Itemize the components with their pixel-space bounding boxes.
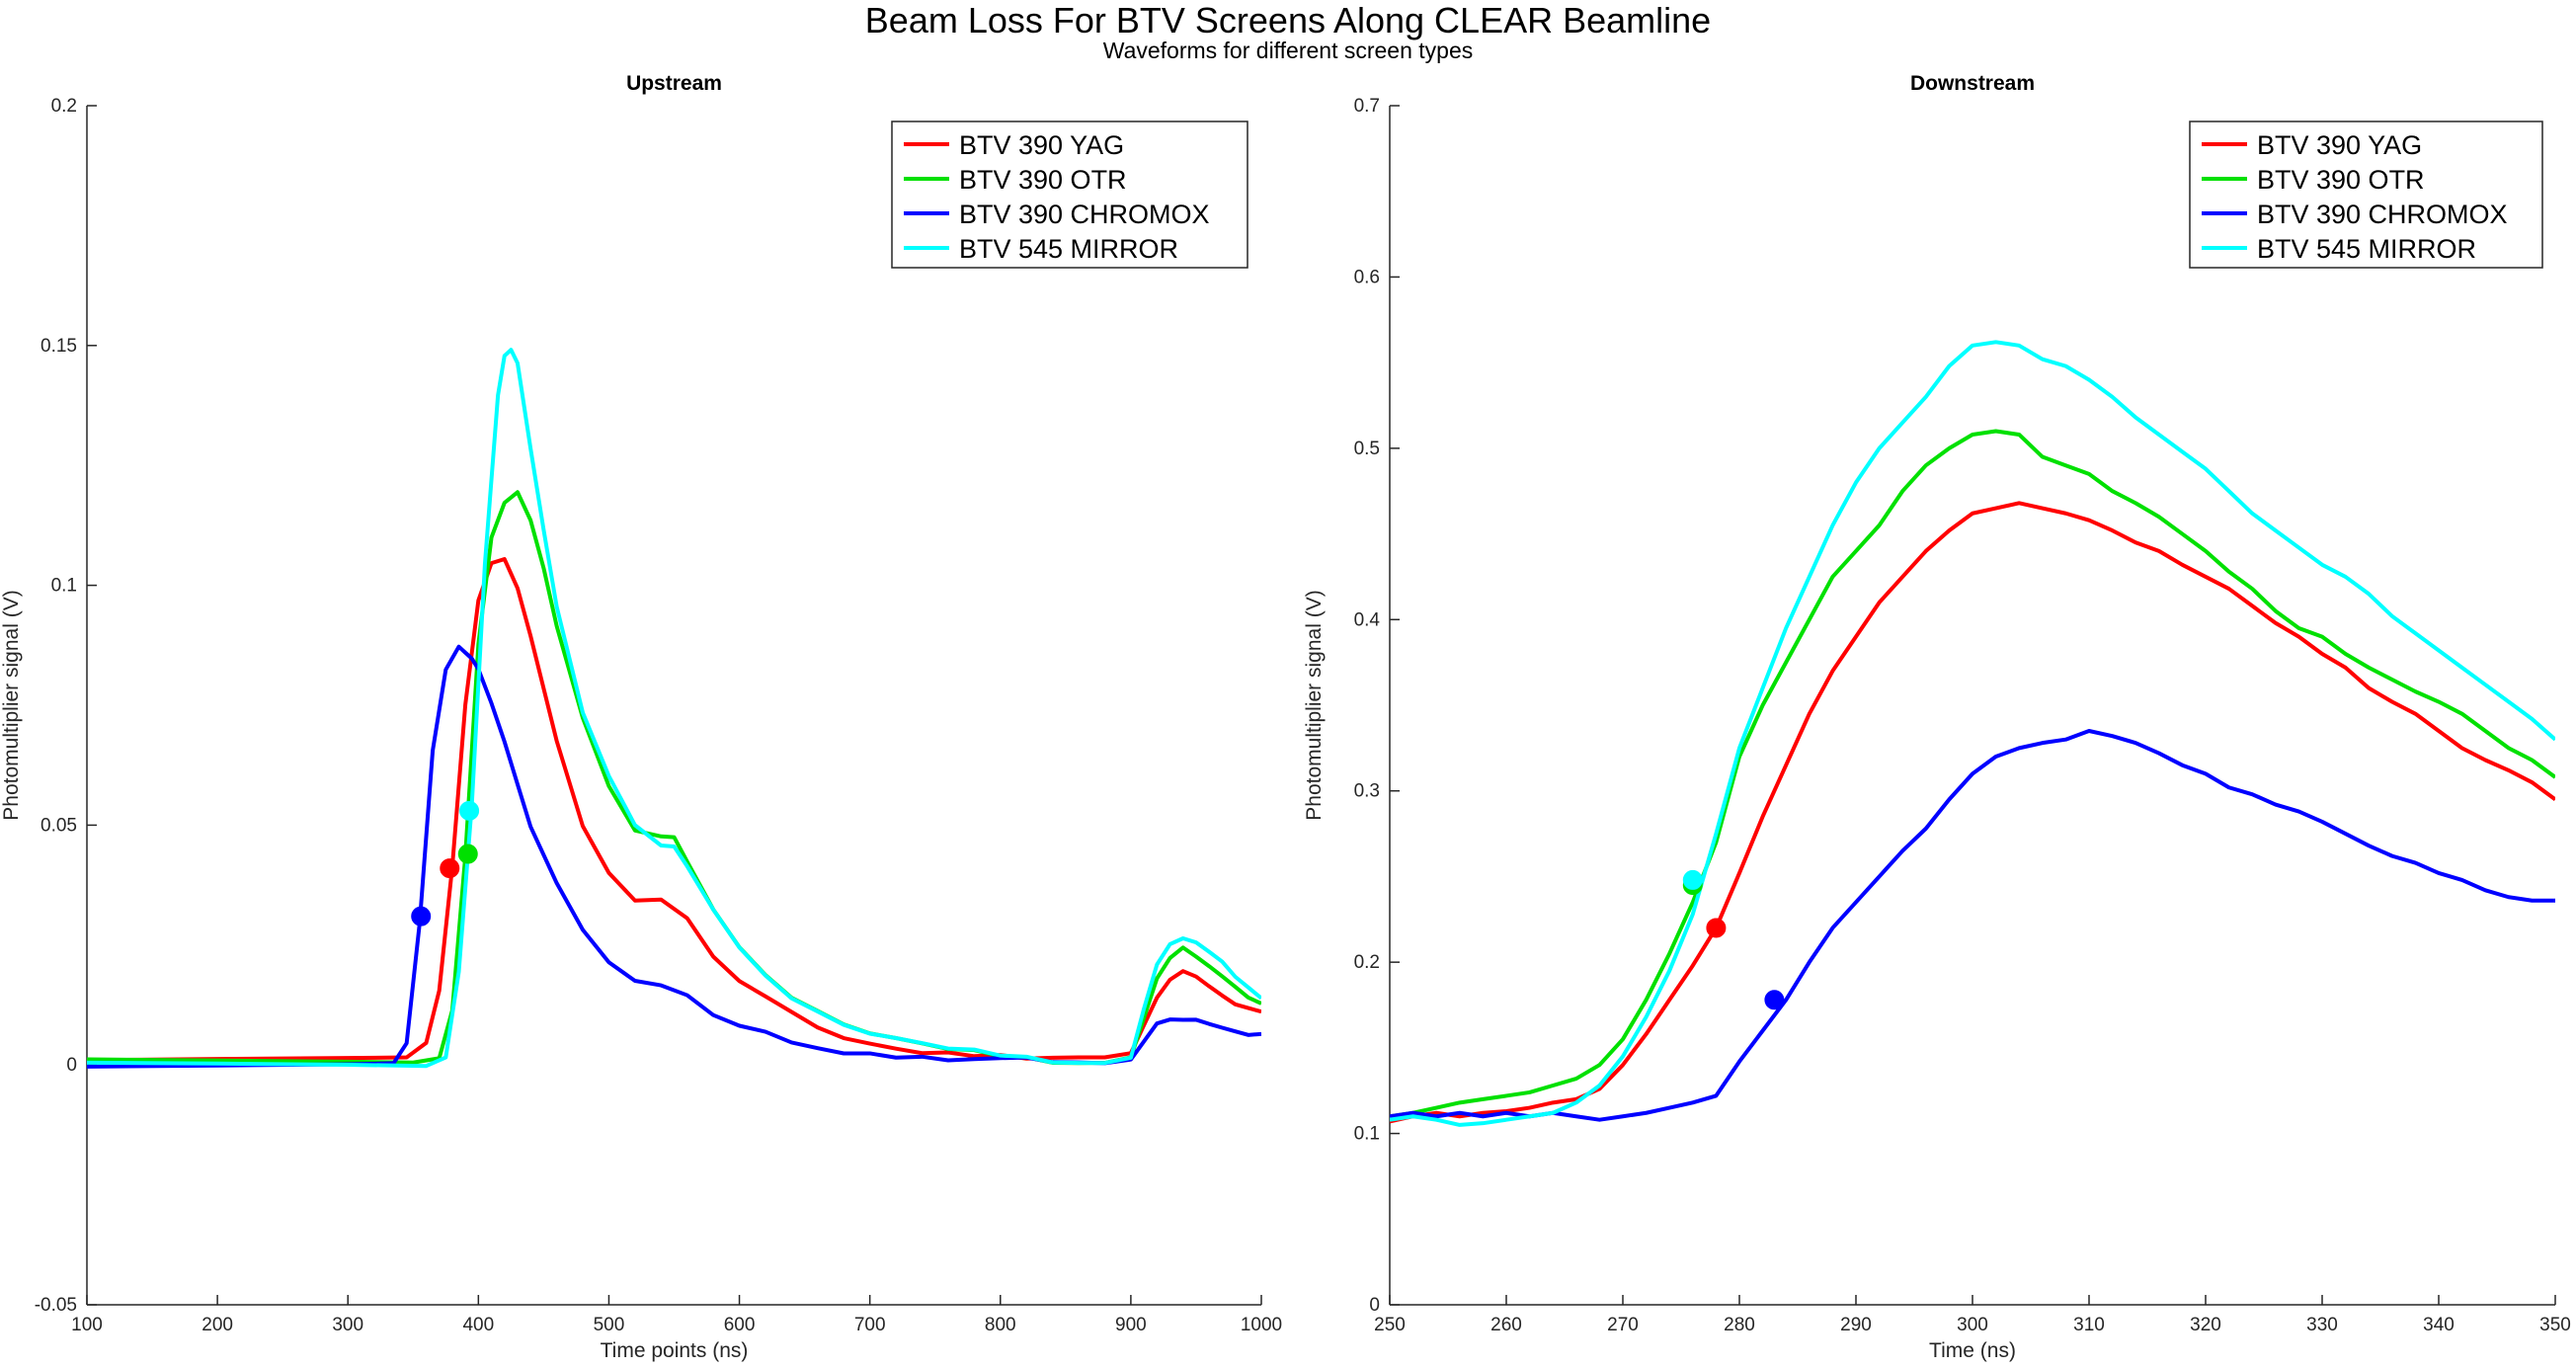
figure-subtitle: Waveforms for different screen types xyxy=(1102,38,1474,63)
legend-label: BTV 545 MIRROR xyxy=(959,234,1178,264)
x-tick-label: 200 xyxy=(201,1315,233,1335)
y-tick-label: 0 xyxy=(1369,1295,1380,1316)
legend-label: BTV 390 YAG xyxy=(2257,130,2422,160)
series-line-btv-545-mirror xyxy=(1390,340,2555,1127)
y-axis-label: Photomultiplier signal (V) xyxy=(0,590,23,820)
y-tick-label: 0.2 xyxy=(1354,952,1380,973)
x-tick-label: 600 xyxy=(724,1315,756,1335)
x-axis-label: Time (ns) xyxy=(1929,1339,2016,1362)
y-tick-label: 0.15 xyxy=(40,336,77,357)
x-tick-label: 1000 xyxy=(1241,1315,1282,1335)
x-tick-label: 900 xyxy=(1115,1315,1147,1335)
series-marker-btv-390-chromox xyxy=(1764,990,1785,1010)
y-tick-label: 0.4 xyxy=(1354,609,1381,630)
y-tick-label: 0.3 xyxy=(1354,781,1380,802)
x-tick-label: 310 xyxy=(2073,1315,2105,1335)
series-marker-btv-390-yag xyxy=(1706,918,1727,938)
series-line-btv-390-yag xyxy=(1390,501,2555,1124)
y-tick-label: -0.05 xyxy=(35,1295,77,1316)
legend-label: BTV 390 YAG xyxy=(959,130,1124,160)
series-marker-btv-545-mirror xyxy=(1682,869,1703,890)
legend-label: BTV 390 CHROMOX xyxy=(2257,200,2508,229)
x-tick-label: 300 xyxy=(1957,1315,1988,1335)
y-tick-label: 0 xyxy=(66,1055,77,1076)
legend-label: BTV 390 OTR xyxy=(2257,165,2425,195)
x-tick-label: 400 xyxy=(462,1315,494,1335)
legend: BTV 390 YAG BTV 390 OTR BTV 390 CHROMOX BTV… xyxy=(2189,121,2543,269)
legend: BTV 390 YAG BTV 390 OTR BTV 390 CHROMOX BTV… xyxy=(891,121,1248,269)
legend-box xyxy=(891,121,1248,269)
series-marker-btv-390-chromox xyxy=(411,906,432,926)
series-line-btv-390-otr xyxy=(1390,429,2555,1119)
figure-title: Beam Loss For BTV Screens Along CLEAR Be… xyxy=(864,0,1712,40)
series-line-btv-545-mirror xyxy=(87,348,1261,1069)
legend-label: BTV 390 CHROMOX xyxy=(959,200,1210,229)
y-tick-label: 0.5 xyxy=(1354,439,1380,459)
legend-box xyxy=(2189,121,2543,269)
x-axis-label: Time points (ns) xyxy=(601,1339,749,1362)
y-tick-label: 0.1 xyxy=(51,576,77,597)
x-tick-label: 250 xyxy=(1374,1315,1406,1335)
y-axis-label: Photomultiplier signal (V) xyxy=(1303,590,1326,820)
x-tick-label: 330 xyxy=(2306,1315,2338,1335)
x-tick-label: 260 xyxy=(1490,1315,1522,1335)
x-tick-label: 100 xyxy=(71,1315,103,1335)
series-line-btv-390-chromox xyxy=(87,644,1261,1069)
x-tick-label: 320 xyxy=(2190,1315,2221,1335)
y-tick-label: 0.2 xyxy=(51,96,77,117)
series-line-btv-390-chromox xyxy=(1390,729,2555,1122)
legend-label: BTV 545 MIRROR xyxy=(2257,234,2476,264)
legend-label: BTV 390 OTR xyxy=(959,165,1127,195)
series-line-btv-390-yag xyxy=(87,557,1261,1063)
subplot-title: Upstream xyxy=(626,72,722,95)
x-tick-label: 800 xyxy=(985,1315,1016,1335)
subplot-title: Downstream xyxy=(1910,72,2035,95)
y-tick-label: 0.6 xyxy=(1354,267,1380,287)
y-tick-label: 0.05 xyxy=(40,815,77,836)
x-tick-label: 280 xyxy=(1724,1315,1755,1335)
x-tick-label: 290 xyxy=(1840,1315,1872,1335)
x-tick-label: 700 xyxy=(854,1315,886,1335)
chart-panel-upstream: 100 200 300 400 500 600 700 800 900 1000 -0.05 0 0.0… xyxy=(0,72,1282,1362)
y-tick-label: 0.7 xyxy=(1354,96,1380,117)
x-tick-label: 300 xyxy=(332,1315,363,1335)
x-tick-label: 270 xyxy=(1607,1315,1639,1335)
x-tick-label: 350 xyxy=(2539,1315,2571,1335)
chart-panel-downstream: 250 260 270 280 290 300 310 320 330 340 350 0 0.1 0.2… xyxy=(1303,72,2571,1362)
series-marker-btv-545-mirror xyxy=(459,800,480,821)
series-marker-btv-390-otr xyxy=(457,844,478,864)
x-tick-label: 500 xyxy=(594,1315,625,1335)
series-marker-btv-390-yag xyxy=(440,858,460,879)
x-tick-label: 340 xyxy=(2423,1315,2455,1335)
y-tick-label: 0.1 xyxy=(1354,1124,1380,1145)
series-line-btv-390-otr xyxy=(87,490,1261,1066)
